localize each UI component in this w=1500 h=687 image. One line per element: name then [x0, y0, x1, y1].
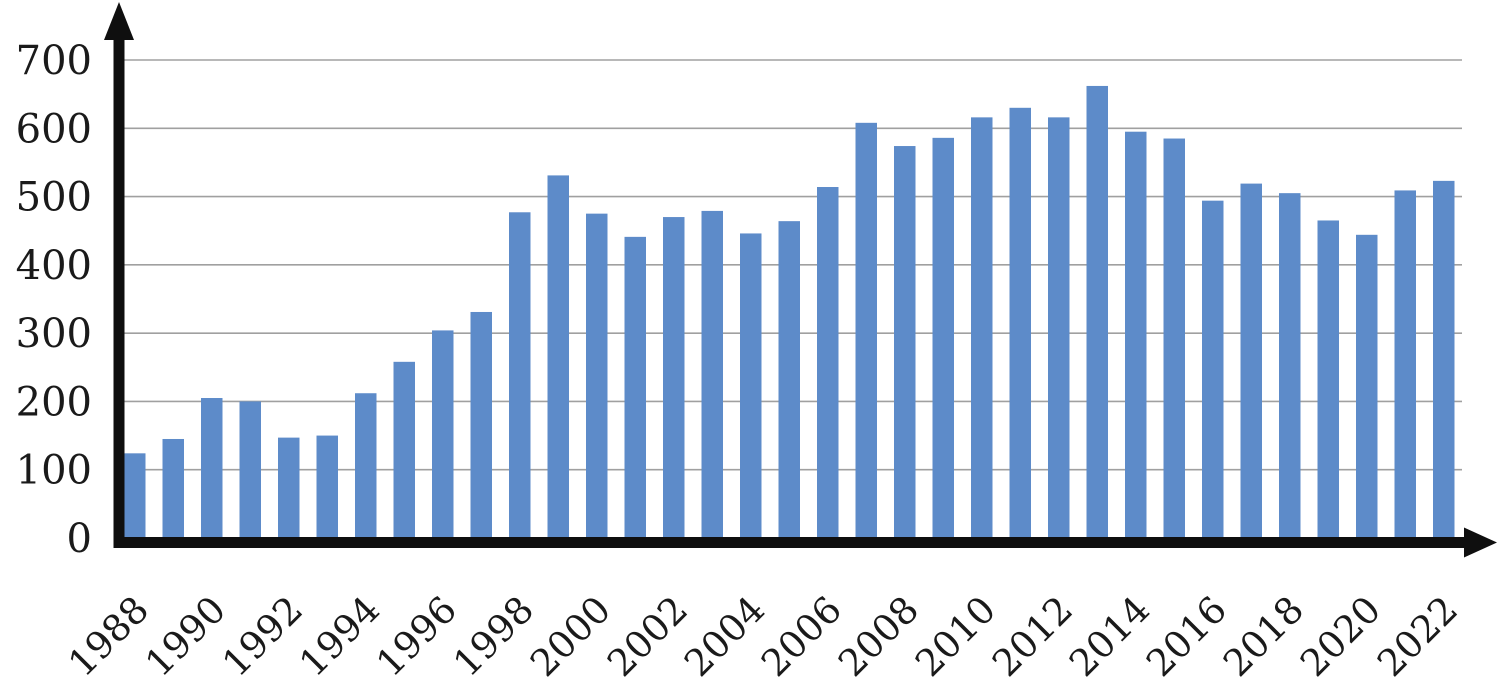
bar-1993 — [316, 435, 338, 537]
bar-1990 — [201, 398, 223, 537]
bar-2003 — [701, 210, 723, 537]
ytick-label-500: 500 — [16, 175, 92, 221]
bar-2007 — [855, 122, 877, 537]
bar-2011 — [1009, 107, 1031, 538]
bar-2020 — [1356, 234, 1378, 537]
bar-2015 — [1163, 138, 1185, 537]
y-axis-arrowhead-icon — [104, 2, 134, 40]
bar-2019 — [1317, 220, 1339, 537]
ytick-label-700: 700 — [16, 38, 92, 84]
bar-2013 — [1086, 85, 1108, 537]
bar-1992 — [278, 437, 300, 537]
bar-2000 — [586, 213, 608, 537]
ytick-label-0: 0 — [67, 516, 92, 562]
ytick-label-300: 300 — [16, 311, 92, 357]
bar-2012 — [1048, 117, 1070, 538]
bar-2022 — [1433, 180, 1455, 537]
bar-2006 — [817, 187, 839, 538]
bar-1994 — [355, 393, 377, 537]
bar-1988 — [124, 453, 146, 537]
bar-2017 — [1240, 183, 1262, 537]
ytick-label-600: 600 — [16, 106, 92, 152]
bar-2009 — [932, 137, 954, 538]
bar-1999 — [547, 175, 569, 537]
bar-1991 — [239, 401, 261, 537]
bar-1996 — [432, 330, 454, 537]
bar-2010 — [971, 117, 993, 538]
ytick-label-100: 100 — [16, 448, 92, 494]
bar-2008 — [894, 146, 916, 538]
bar-2016 — [1202, 200, 1224, 537]
ytick-label-200: 200 — [16, 379, 92, 425]
ytick-label-400: 400 — [16, 243, 92, 289]
bar-2001 — [624, 236, 646, 538]
bar-1998 — [509, 212, 531, 537]
x-axis-line — [113, 537, 1466, 548]
bar-2021 — [1394, 190, 1416, 537]
bar-2018 — [1279, 193, 1301, 537]
y-axis-line — [113, 34, 125, 548]
x-axis-arrowhead-icon — [1464, 527, 1497, 558]
bar-2005 — [778, 221, 800, 537]
bar-1995 — [393, 361, 415, 537]
bar-1997 — [470, 311, 492, 537]
bar-2002 — [663, 217, 685, 538]
bar-2014 — [1125, 131, 1147, 537]
bar-1989 — [162, 438, 184, 537]
bar-2004 — [740, 233, 762, 537]
